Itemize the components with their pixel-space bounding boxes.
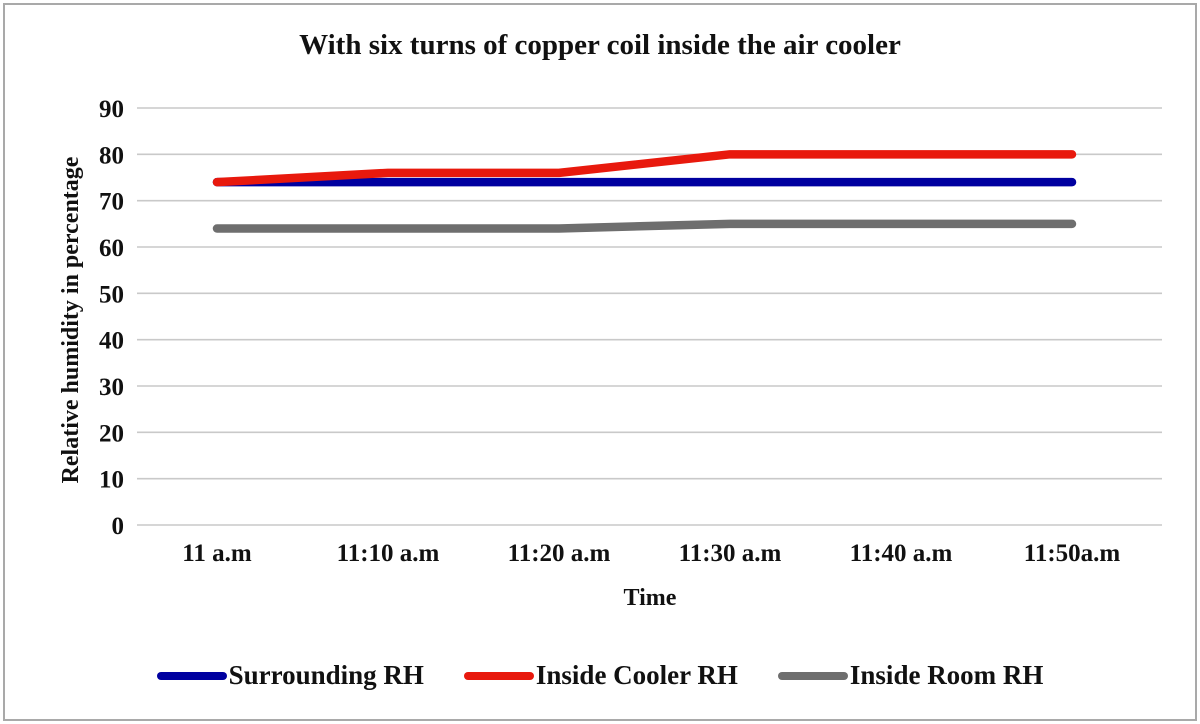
legend-swatch-inside-room-rh: [777, 671, 848, 680]
y-tick-label: 70: [99, 189, 124, 216]
y-tick-labels: 0 10 20 30 40 50 60 70 80 90: [99, 96, 124, 540]
y-tick-label: 10: [99, 467, 124, 494]
legend-label: Inside Room RH: [849, 660, 1044, 690]
legend-item-inside-room-rh: Inside Room RH: [777, 660, 1044, 691]
legend-label: Inside Cooler RH: [535, 660, 738, 690]
chart-frame: With six turns of copper coil inside the…: [3, 3, 1197, 721]
legend: Surrounding RH Inside Cooler RH Inside Roo…: [5, 660, 1195, 691]
y-tick-label: 50: [99, 281, 124, 308]
y-tick-label: 60: [99, 235, 124, 262]
legend-swatch-surrounding-rh: [156, 671, 227, 680]
series-line-inside-cooler-rh: [212, 150, 1077, 187]
y-tick-label: 20: [99, 420, 124, 447]
plot-area: 0 10 20 30 40 50 60 70 80 90 11 a.m 11:10 a.m 11:20…: [58, 96, 1162, 611]
x-tick-label: 11:10 a.m: [337, 540, 440, 567]
x-tick-label: 11:40 a.m: [850, 540, 953, 567]
x-tick-label: 11 a.m: [182, 540, 252, 567]
chart-title: With six turns of copper coil inside the…: [299, 29, 901, 61]
x-tick-label: 11:30 a.m: [679, 540, 782, 567]
y-tick-label: 90: [99, 96, 124, 123]
y-tick-label: 0: [112, 513, 125, 540]
legend-item-inside-cooler-rh: Inside Cooler RH: [463, 660, 738, 691]
y-tick-label: 80: [99, 142, 124, 169]
y-tick-label: 40: [99, 328, 124, 355]
series-lines: [212, 150, 1077, 233]
legend-swatch-inside-cooler-rh: [463, 671, 534, 680]
legend-label: Surrounding RH: [228, 660, 424, 690]
x-tick-labels: 11 a.m 11:10 a.m 11:20 a.m 11:30 a.m 11:40 a…: [182, 540, 1120, 567]
x-tick-label: 11:20 a.m: [508, 540, 611, 567]
y-axis-label: Relative humidity in percentage: [58, 156, 84, 483]
y-tick-label: 30: [99, 374, 124, 401]
gridlines: [137, 107, 1162, 526]
legend-item-surrounding-rh: Surrounding RH: [156, 660, 424, 691]
series-line-inside-room-rh: [212, 219, 1077, 233]
x-tick-label: 11:50a.m: [1024, 540, 1121, 567]
x-axis-label: Time: [624, 585, 677, 611]
